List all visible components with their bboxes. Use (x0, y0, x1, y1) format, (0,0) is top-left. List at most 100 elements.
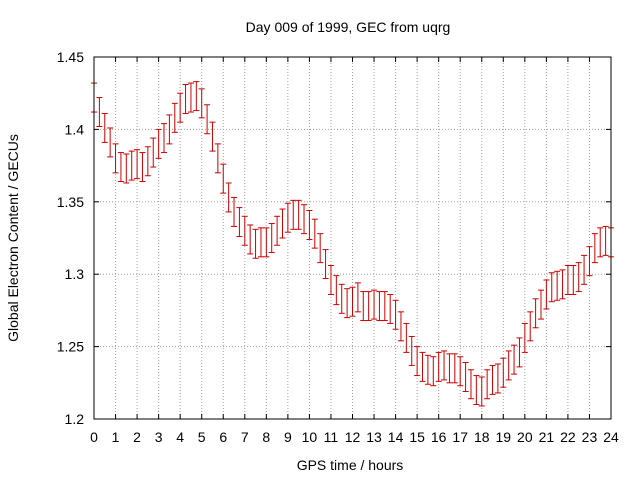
error-bar (575, 262, 582, 293)
error-bar (306, 209, 313, 240)
x-tick-label: 16 (431, 429, 447, 445)
error-bar (327, 265, 334, 295)
x-tick-label: 5 (198, 429, 206, 445)
error-bar (193, 81, 200, 112)
error-bar (500, 357, 507, 388)
error-bar (360, 291, 367, 322)
error-bar (123, 153, 130, 184)
error-bar (381, 291, 388, 322)
error-bar (274, 215, 281, 246)
x-tick-label: 23 (582, 429, 598, 445)
error-bar (344, 288, 351, 319)
x-tick-label: 22 (560, 429, 576, 445)
x-tick-label: 11 (324, 429, 339, 445)
x-tick-label: 4 (176, 429, 184, 445)
error-bar (101, 112, 108, 143)
error-bar (279, 208, 286, 239)
y-tick-label: 1.45 (57, 49, 84, 65)
error-bar (139, 152, 146, 183)
error-bar (554, 270, 561, 301)
x-tick-label: 17 (452, 429, 468, 445)
error-bar (564, 265, 571, 295)
x-tick-label: 15 (409, 429, 425, 445)
error-bar (117, 152, 124, 183)
error-bar (446, 353, 453, 384)
error-bar (586, 246, 593, 277)
error-bar (408, 335, 415, 366)
error-bar (231, 196, 238, 227)
x-tick-label: 19 (496, 429, 512, 445)
x-tick-label: 20 (517, 429, 533, 445)
error-bar (150, 137, 157, 168)
error-bar (430, 356, 437, 387)
error-bar (225, 182, 232, 213)
error-bar (338, 283, 345, 314)
x-axis-label: GPS time / hours (297, 457, 404, 473)
x-tick-label: 10 (302, 429, 318, 445)
error-bar (155, 128, 162, 159)
error-bar (204, 104, 211, 135)
x-tick-label: 12 (345, 429, 361, 445)
x-tick-label: 2 (133, 429, 141, 445)
error-bar (591, 233, 598, 264)
error-bar (171, 102, 178, 133)
error-bar (521, 322, 528, 353)
error-bar (144, 146, 151, 177)
error-bar (333, 275, 340, 306)
error-bar (209, 121, 216, 152)
error-bar (241, 215, 248, 246)
error-bar (441, 350, 448, 381)
error-bar (484, 369, 491, 400)
x-tick-label: 13 (366, 429, 382, 445)
error-bar (489, 364, 496, 395)
y-tick-label: 1.2 (65, 411, 85, 427)
error-bar (511, 344, 518, 375)
error-bar (494, 363, 501, 394)
error-bar (236, 207, 243, 238)
error-bar (365, 291, 372, 322)
error-bar (559, 269, 566, 300)
error-bar (543, 279, 550, 310)
error-bar (516, 337, 523, 368)
error-bar (161, 123, 168, 154)
error-bar (96, 97, 103, 128)
error-bar (198, 88, 205, 119)
error-bars (91, 81, 614, 407)
error-bar (252, 228, 259, 259)
error-bar (419, 351, 426, 382)
error-bar (532, 298, 539, 329)
x-tick-label: 3 (155, 429, 163, 445)
x-tick-label: 14 (388, 429, 404, 445)
error-bar (478, 376, 485, 407)
grid-lines (94, 57, 611, 419)
x-tick-label: 1 (112, 429, 120, 445)
error-bar (467, 369, 474, 400)
error-bar (457, 356, 464, 387)
x-tick-label: 8 (262, 429, 270, 445)
error-bar (220, 163, 227, 194)
error-bar (311, 218, 318, 249)
error-bar (403, 322, 410, 353)
error-bar (354, 282, 361, 313)
error-bar (166, 114, 173, 145)
x-tick-label: 18 (474, 429, 490, 445)
error-bar (537, 289, 544, 320)
error-bar (527, 311, 534, 342)
error-bar (397, 311, 404, 342)
error-bar (602, 225, 609, 256)
error-bar (435, 351, 442, 382)
chart-title: Day 009 of 1999, GEC from uqrg (246, 19, 451, 35)
y-tick-label: 1.4 (65, 121, 85, 137)
error-bar (128, 150, 135, 181)
error-bar (570, 265, 577, 295)
error-bar (263, 227, 270, 258)
error-bar (462, 362, 469, 392)
error-bar (134, 149, 141, 180)
x-tick-label: 9 (284, 429, 292, 445)
error-bar (414, 346, 421, 377)
error-bar (371, 289, 378, 320)
error-bar (349, 286, 356, 317)
error-bar (387, 293, 394, 324)
y-axis-label: Global Electron Content / GECUs (5, 134, 21, 342)
